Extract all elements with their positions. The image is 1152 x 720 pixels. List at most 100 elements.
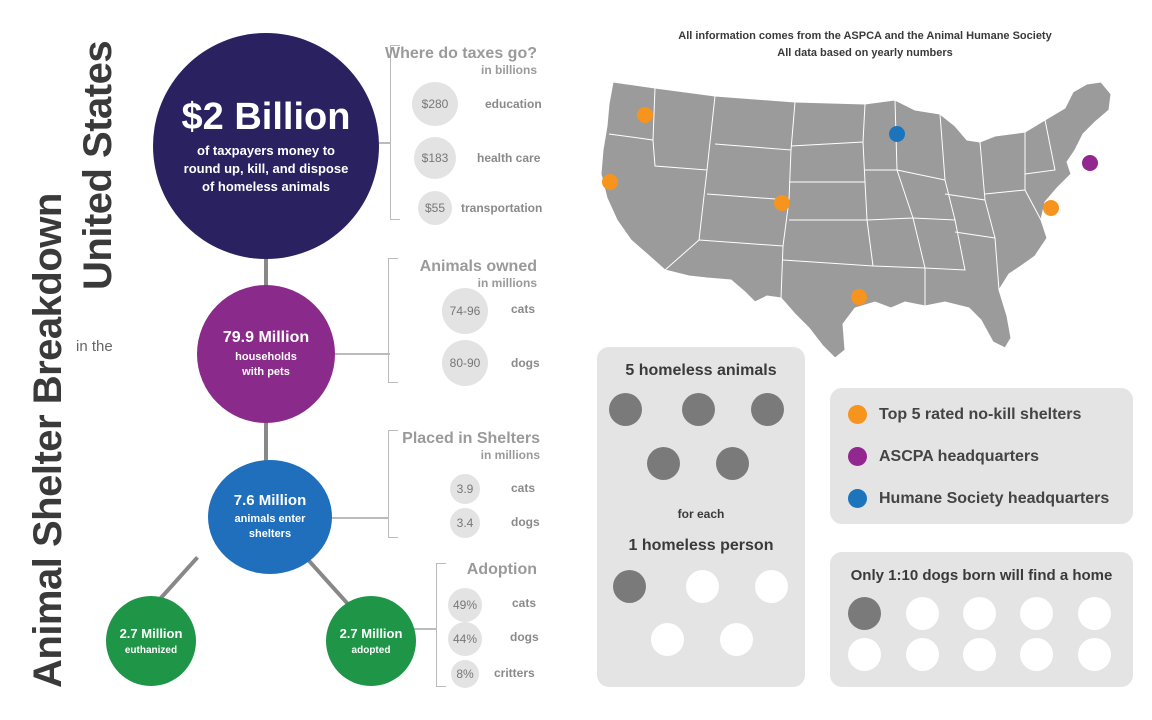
adopt-critters-value: 8% [451, 660, 479, 688]
taxes-heading-text: Where do taxes go? [384, 45, 537, 62]
ratio-mid: for each [677, 507, 725, 521]
households-circle: 79.9 Million households with pets [197, 285, 335, 423]
tax-transport-label: transportation [461, 201, 543, 215]
legend-label-humane: Humane Society headquarters [879, 489, 1110, 507]
taxes-bracket [390, 45, 400, 220]
shelters-sub: animals enter shelters [234, 513, 306, 540]
connector-2 [264, 420, 268, 466]
us-map [600, 81, 1112, 359]
connector-right [302, 553, 352, 609]
dog-dot-8 [963, 638, 996, 671]
person-dot-1 [613, 570, 646, 603]
dog-dot-5 [1078, 597, 1111, 630]
marker-texas [851, 289, 867, 305]
person-dot-5 [720, 623, 753, 656]
title-small: in the [76, 338, 113, 355]
tax-health-value: $183 [414, 137, 456, 179]
tax-transport-value: $55 [418, 191, 452, 225]
legend-item-aspca: ASCPA headquarters [848, 447, 1039, 466]
animal-dot-2 [682, 393, 715, 426]
households-bracket [388, 258, 398, 383]
tax-education-label: education [485, 97, 542, 111]
taxes-circle: $2 Billion of taxpayers money to round u… [153, 33, 379, 259]
placed-cats-label: cats [511, 481, 536, 495]
taxes-heading: Where do taxes go? in billions [380, 45, 537, 77]
shelters-unit: in millions [480, 448, 540, 462]
legend-purple-dot [848, 447, 867, 466]
taxes-unit: in billions [481, 63, 537, 77]
person-dot-3 [755, 570, 788, 603]
map-note: All information comes from the ASPCA and… [600, 28, 1130, 62]
placed-dogs-label: dogs [511, 515, 540, 529]
households-heading: Animals owned in millions [380, 258, 537, 290]
placed-dogs-value: 3.4 [450, 508, 480, 538]
animal-dot-4 [647, 447, 680, 480]
vertical-title: Animal Shelter Breakdown United States i… [12, 20, 120, 700]
legend-orange-dot [848, 405, 867, 424]
marker-virginia [1043, 200, 1059, 216]
adopt-cats-label: cats [512, 596, 537, 610]
marker-oregon [637, 107, 653, 123]
dog-dot-7 [906, 638, 939, 671]
marker-california [602, 174, 618, 190]
adopted-circle: 2.7 Million adopted [326, 596, 416, 686]
ratio-bottom: 1 homeless person [628, 537, 774, 554]
legend-label-aspca: ASCPA headquarters [879, 447, 1040, 465]
households-big: 79.9 Million [222, 328, 310, 346]
taxes-sub: of taxpayers money to round up, kill, an… [183, 143, 349, 194]
dog-dot-10 [1078, 638, 1111, 671]
connector-side-1 [377, 142, 391, 144]
households-unit: in millions [477, 276, 537, 290]
adopt-dogs-label: dogs [510, 630, 539, 644]
dog-dot-9 [1020, 638, 1053, 671]
adopted-big: 2.7 Million [339, 626, 403, 641]
owned-cats-value: 74-96 [442, 288, 488, 334]
marker-colorado [774, 195, 790, 211]
tax-health-label: health care [477, 151, 541, 165]
ratio-top: 5 homeless animals [625, 362, 777, 379]
owned-dogs-label: dogs [511, 356, 540, 370]
animal-dot-1 [609, 393, 642, 426]
euthanized-big: 2.7 Million [119, 626, 183, 641]
legend-label-shelters: Top 5 rated no-kill shelters [879, 405, 1082, 423]
dogs-text: Only 1:10 dogs born will find a home [850, 567, 1113, 584]
legend-blue-dot [848, 489, 867, 508]
shelters-bracket [388, 430, 398, 538]
euthanized-circle: 2.7 Million euthanized [106, 596, 196, 686]
connector-side-3 [330, 517, 388, 519]
legend-item-humane: Humane Society headquarters [848, 489, 1109, 508]
euthanized-sub: euthanized [124, 645, 178, 656]
tax-education-value: $280 [412, 82, 458, 126]
map-note-1: All information comes from the ASPCA and… [678, 30, 1052, 42]
dog-dot-3 [963, 597, 996, 630]
households-sub: households with pets [235, 350, 297, 378]
adopt-cats-value: 49% [448, 588, 482, 622]
map-note-2: All data based on yearly numbers [777, 47, 953, 59]
animal-dot-5 [716, 447, 749, 480]
connector-side-4 [405, 628, 437, 630]
adopt-dogs-value: 44% [448, 622, 482, 656]
animal-dot-3 [751, 393, 784, 426]
marker-humane-society [889, 126, 905, 142]
title-line2: United States [76, 40, 120, 290]
legend-panel [830, 388, 1133, 524]
dog-dot-4 [1020, 597, 1053, 630]
shelters-heading: Placed in Shelters in millions [380, 430, 540, 462]
person-dot-2 [686, 570, 719, 603]
adopted-sub: adopted [351, 645, 391, 656]
shelters-big: 7.6 Million [233, 492, 307, 509]
legend-item-shelters: Top 5 rated no-kill shelters [848, 405, 1081, 424]
connector-1 [264, 250, 268, 298]
adoption-bracket [436, 563, 446, 687]
adoption-heading: Adoption [440, 561, 537, 579]
connector-side-2 [335, 353, 390, 355]
dog-dot-2 [906, 597, 939, 630]
placed-cats-value: 3.9 [450, 474, 480, 504]
shelters-heading-text: Placed in Shelters [402, 430, 540, 447]
taxes-big: $2 Billion [181, 96, 351, 138]
shelters-circle: 7.6 Million animals enter shelters [208, 460, 332, 574]
owned-dogs-value: 80-90 [442, 340, 488, 386]
marker-aspca [1082, 155, 1098, 171]
adoption-heading-text: Adoption [466, 561, 537, 578]
person-dot-4 [651, 623, 684, 656]
